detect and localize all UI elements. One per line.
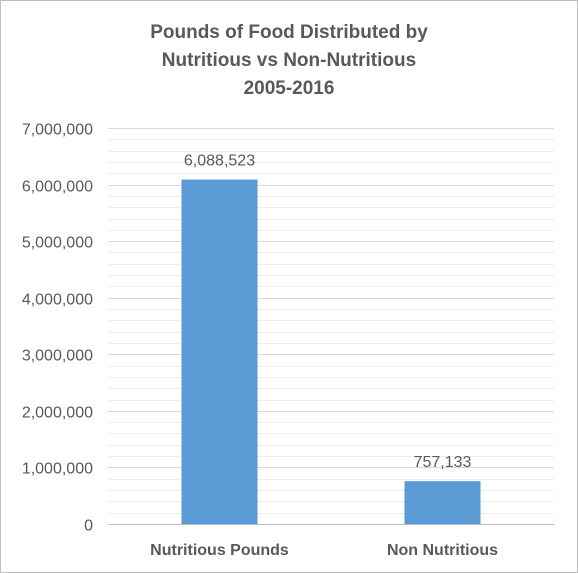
data-label: 757,133 (414, 454, 472, 471)
chart-title-line-3: 2005-2016 (243, 78, 335, 99)
y-tick-label: 7,000,000 (22, 122, 93, 139)
bar (404, 481, 481, 524)
x-category-label: Nutritious Pounds (150, 542, 289, 559)
chart-title-line-1: Pounds of Food Distributed by (150, 22, 428, 43)
y-tick-label: 2,000,000 (22, 405, 93, 422)
chart-title: Pounds of Food Distributed by Nutritious… (1, 19, 577, 103)
y-tick-label: 6,000,000 (22, 179, 93, 196)
y-tick-label: 1,000,000 (22, 461, 93, 478)
bar (181, 179, 258, 525)
y-tick-label: 0 (84, 518, 93, 535)
data-label: 6,088,523 (184, 153, 255, 170)
y-tick-label: 4,000,000 (22, 292, 93, 309)
x-category-label: Non Nutritious (387, 542, 498, 559)
y-tick-label: 5,000,000 (22, 235, 93, 252)
chart-title-line-2: Nutritious vs Non-Nutritious (161, 50, 417, 71)
y-tick-label: 3,000,000 (22, 348, 93, 365)
